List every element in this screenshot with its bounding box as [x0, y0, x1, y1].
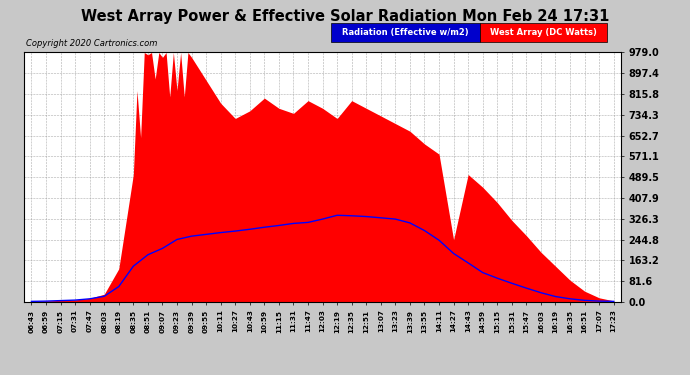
Text: Copyright 2020 Cartronics.com: Copyright 2020 Cartronics.com [26, 39, 157, 48]
Text: Radiation (Effective w/m2): Radiation (Effective w/m2) [342, 28, 469, 37]
Text: West Array Power & Effective Solar Radiation Mon Feb 24 17:31: West Array Power & Effective Solar Radia… [81, 9, 609, 24]
Text: West Array (DC Watts): West Array (DC Watts) [490, 28, 597, 37]
